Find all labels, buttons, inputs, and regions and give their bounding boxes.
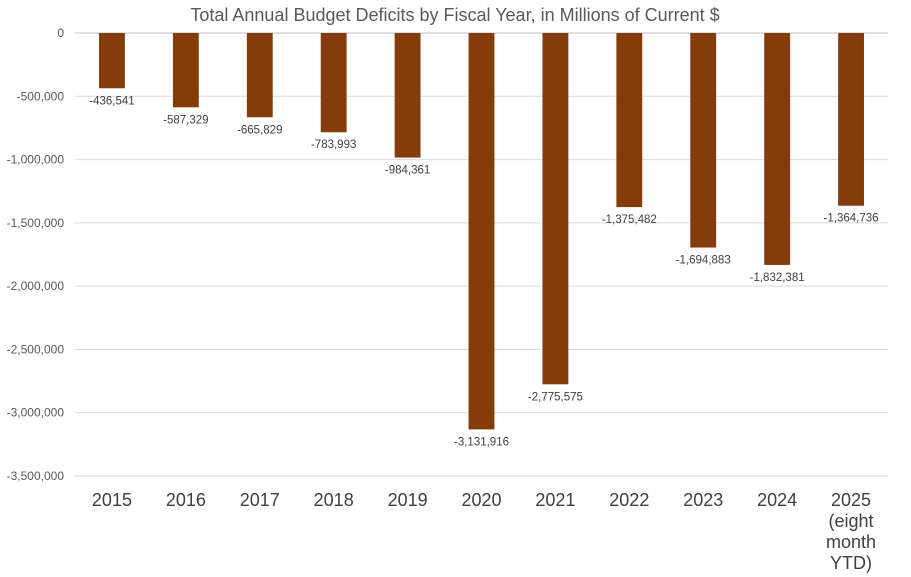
bar bbox=[616, 33, 643, 208]
data-label: -1,832,381 bbox=[750, 272, 805, 284]
x-tick-label: 2017 bbox=[240, 490, 280, 510]
y-tick-label: -1,000,000 bbox=[7, 153, 65, 167]
data-label: -587,329 bbox=[163, 114, 208, 126]
x-tick-label: 2021 bbox=[535, 490, 575, 510]
data-label: -1,364,736 bbox=[824, 213, 879, 225]
y-tick-label: -500,000 bbox=[17, 89, 65, 103]
x-tick-label: 2019 bbox=[388, 490, 428, 510]
data-label: -3,131,916 bbox=[454, 436, 509, 448]
data-label: -984,361 bbox=[385, 165, 430, 177]
data-label: -665,829 bbox=[237, 124, 282, 136]
x-tick-label: 2023 bbox=[683, 490, 723, 510]
data-label: -1,375,482 bbox=[602, 214, 657, 226]
bar bbox=[246, 33, 273, 118]
data-label: -2,775,575 bbox=[528, 391, 583, 403]
x-tick-label: 2020 bbox=[461, 490, 501, 510]
bar bbox=[690, 33, 717, 248]
bar bbox=[542, 33, 569, 385]
x-tick-label: 2022 bbox=[609, 490, 649, 510]
chart-title: Total Annual Budget Deficits by Fiscal Y… bbox=[190, 5, 719, 25]
y-tick-label: -3,000,000 bbox=[7, 406, 65, 420]
bar bbox=[99, 33, 125, 89]
bar bbox=[468, 33, 495, 430]
data-label: -436,541 bbox=[89, 95, 134, 107]
x-tick-label: 2016 bbox=[166, 490, 206, 510]
data-labels: -436,541 -587,329 -665,829 -783,993 -984,361… bbox=[89, 95, 878, 448]
y-tick-label: 0 bbox=[57, 26, 64, 40]
x-tick-label: 2024 bbox=[757, 490, 797, 510]
y-tick-label: -1,500,000 bbox=[7, 216, 65, 230]
bars bbox=[99, 33, 864, 430]
bar bbox=[838, 33, 864, 206]
y-tick-label: -3,500,000 bbox=[7, 469, 65, 483]
bar bbox=[394, 33, 421, 158]
bar bbox=[764, 33, 791, 265]
x-tick-label: 2018 bbox=[314, 490, 354, 510]
y-tick-label: -2,000,000 bbox=[7, 279, 65, 293]
data-label: -1,694,883 bbox=[676, 255, 731, 267]
x-axis-tick-labels: 2015 2016 2017 2018 2019 2020 2021 2022 2023 2024… bbox=[92, 490, 876, 573]
y-tick-label: -2,500,000 bbox=[7, 342, 65, 356]
y-axis-tick-labels: 0 -500,000 -1,000,000 -1,500,000 -2,000,000 -… bbox=[7, 26, 65, 483]
x-tick-label: 2015 bbox=[92, 490, 132, 510]
bar bbox=[172, 33, 199, 108]
data-label: -783,993 bbox=[311, 139, 356, 151]
bar bbox=[320, 33, 347, 133]
x-tick-label: 2025 (eight month YTD) bbox=[826, 490, 876, 573]
